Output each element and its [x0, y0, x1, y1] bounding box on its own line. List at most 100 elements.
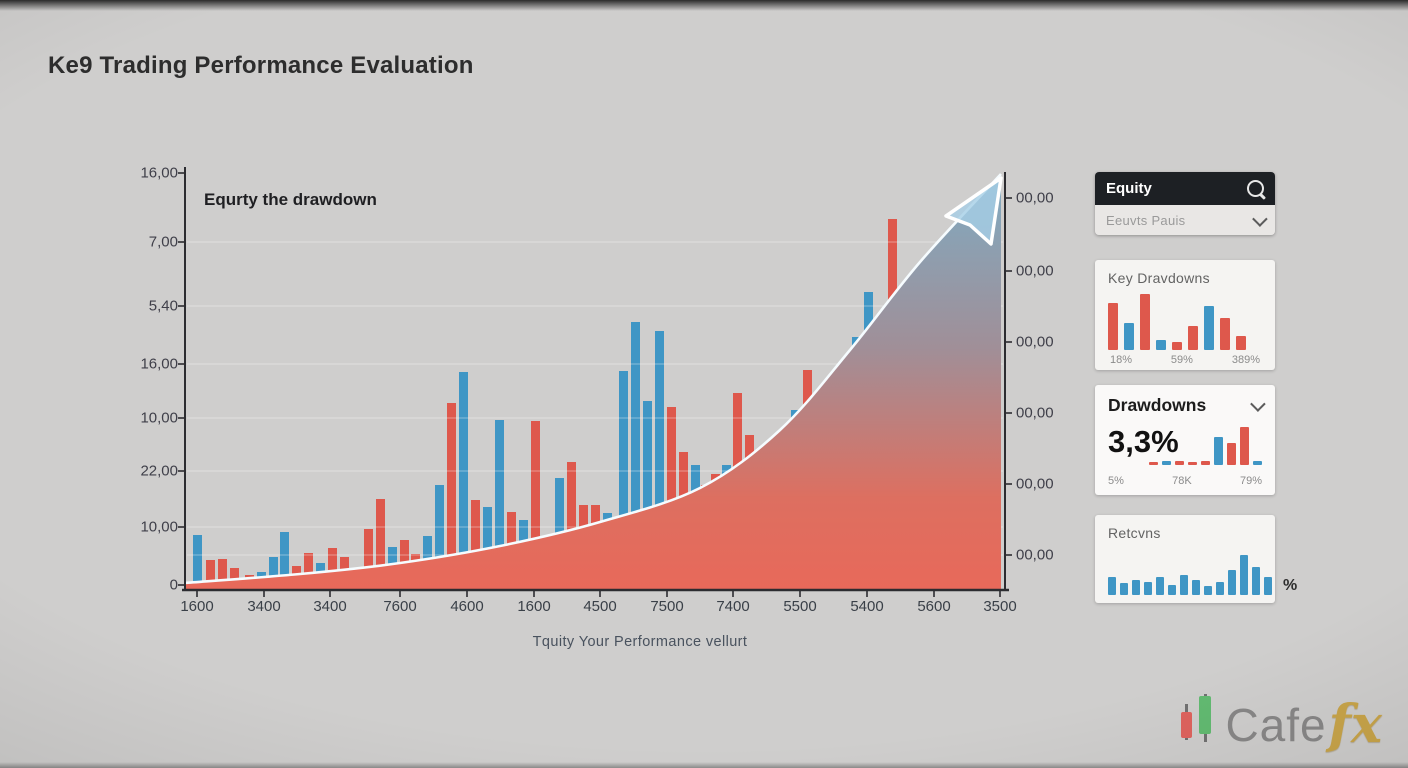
kd-label: 389% — [1231, 354, 1260, 366]
mini-bar — [1240, 427, 1249, 465]
page-title: Ke9 Trading Performance Evaluation — [48, 52, 474, 79]
chart-bar — [507, 512, 516, 590]
equity-pairs-dropdown[interactable]: Eeuvts Pauis — [1095, 205, 1275, 235]
mini-bar — [1180, 575, 1188, 595]
chart-bar — [791, 410, 800, 590]
search-panel-title: Equity — [1106, 180, 1152, 197]
x-axis-label: 5400 — [850, 598, 884, 615]
mini-bar — [1201, 461, 1210, 465]
chart-annotation: Equrty the drawdown — [204, 190, 377, 209]
y-axis-label: 00,00 — [1016, 262, 1054, 280]
chart-bar — [543, 550, 552, 590]
mini-bar — [1227, 443, 1236, 465]
drawdowns-panel: Drawdowns 3,3% 5% 78K 79% — [1095, 385, 1275, 495]
chart-bar — [364, 529, 373, 590]
chart-bar — [400, 540, 409, 590]
chart-bar — [619, 371, 628, 590]
drawdowns-value: 3,3% — [1108, 424, 1179, 459]
search-bar[interactable]: Equity — [1095, 172, 1275, 205]
mini-bar — [1204, 586, 1212, 595]
drawdowns-mini-chart — [1149, 421, 1262, 465]
mini-bar — [1132, 580, 1140, 595]
equity-search-panel: Equity Eeuvts Pauis — [1095, 172, 1275, 235]
chart-bar — [888, 219, 897, 590]
x-axis-label: 7600 — [383, 598, 417, 615]
y-axis-label: 16,00 — [140, 355, 178, 373]
chart-bar — [280, 532, 289, 590]
mini-bar — [1214, 437, 1223, 465]
chart-bar — [193, 535, 202, 590]
dd-label: 78K — [1172, 475, 1192, 487]
mini-bar — [1216, 582, 1224, 595]
mini-bar — [1108, 303, 1118, 350]
chart-bar — [631, 322, 640, 590]
chart-bar — [206, 560, 215, 590]
x-axis-label: 5500 — [783, 598, 817, 615]
chart-bar — [483, 507, 492, 590]
x-axis-label: 1600 — [180, 598, 214, 615]
key-drawdowns-panel: Key Dravdowns 18% 59% 389% — [1095, 260, 1275, 370]
mini-bar — [1252, 567, 1260, 595]
y-axis-label: 00,00 — [1016, 333, 1054, 351]
mini-bar — [1188, 462, 1197, 465]
chart-bar — [388, 547, 397, 590]
chart-bar — [555, 478, 564, 590]
chart-bar — [643, 401, 652, 590]
chart-bar — [852, 337, 861, 590]
y-axis-label: 10,00 — [140, 518, 178, 536]
y-axis-label: 5,40 — [148, 297, 178, 315]
mini-bar — [1264, 577, 1272, 595]
cafefx-logo: Cafe fx — [1175, 690, 1382, 751]
mini-bar — [1156, 577, 1164, 595]
y-axis-label: 22,00 — [140, 462, 178, 480]
mini-bar — [1253, 461, 1262, 465]
chart-bar — [603, 513, 612, 590]
x-axis-label: 3500 — [983, 598, 1017, 615]
chart-bar — [655, 331, 664, 590]
chart-bar — [701, 485, 710, 590]
x-axis-label: 4600 — [450, 598, 484, 615]
mini-bar — [1175, 461, 1184, 465]
y-axis-label: 00,00 — [1016, 475, 1054, 493]
chart-bar — [733, 393, 742, 590]
candlestick-icon — [1175, 690, 1221, 746]
kd-label: 18% — [1110, 354, 1133, 366]
x-axis-title: Tquity Your Performance vellurt — [532, 634, 748, 650]
returns-title: Retcvns — [1108, 525, 1161, 541]
chart-bar — [679, 452, 688, 590]
chevron-down-icon[interactable] — [1250, 396, 1266, 412]
logo-brand-text: Cafe — [1225, 698, 1327, 751]
chart-bar — [803, 370, 812, 590]
key-drawdowns-labels: 18% 59% 389% — [1108, 354, 1262, 366]
x-axis-label: 7500 — [650, 598, 684, 615]
chart-bar — [876, 333, 885, 590]
chart-bar — [471, 500, 480, 590]
chart-bar — [352, 568, 361, 590]
chart-bar — [423, 536, 432, 590]
y-axis-label: 7,00 — [148, 233, 178, 251]
mini-bar — [1156, 340, 1166, 350]
chart-bar — [756, 455, 765, 590]
chart-bar — [435, 485, 444, 590]
dd-label: 79% — [1239, 475, 1262, 487]
mini-bar — [1236, 336, 1246, 350]
mini-bar — [1188, 326, 1198, 350]
chart-bar — [245, 575, 254, 590]
y-axis-label: 00,00 — [1016, 189, 1054, 207]
x-axis-label: 1600 — [517, 598, 551, 615]
chart-bar — [304, 553, 313, 590]
drawdowns-labels: 5% 78K 79% — [1108, 475, 1262, 487]
mini-bar — [1144, 582, 1152, 595]
x-axis-label: 3400 — [313, 598, 347, 615]
chart-bar — [495, 420, 504, 590]
chart-bar — [218, 559, 227, 590]
mini-bar — [1120, 583, 1128, 595]
x-axis-label: 3400 — [247, 598, 281, 615]
dropdown-label: Eeuvts Pauis — [1106, 212, 1186, 228]
chart-bar — [722, 465, 731, 590]
search-icon[interactable] — [1247, 180, 1264, 197]
mini-bar — [1162, 461, 1171, 465]
mini-bar — [1168, 585, 1176, 595]
chart-bar — [269, 557, 278, 590]
chart-bar — [667, 407, 676, 590]
